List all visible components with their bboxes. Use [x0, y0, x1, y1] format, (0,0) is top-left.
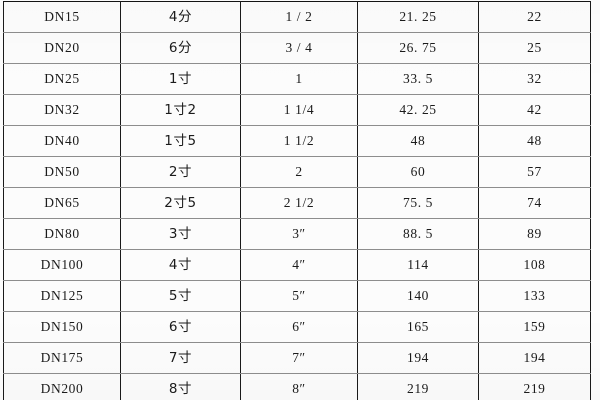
table-row: DN20 6分 3 / 4 26. 75 25 [3, 32, 591, 64]
table-cell-inch: 1 / 2 [240, 1, 358, 33]
table-cell-dn: DN50 [3, 156, 121, 188]
table-row: DN25 1寸 1 33. 5 32 [3, 63, 591, 95]
table-row: DN100 4寸 4″ 114 108 [3, 249, 591, 281]
table-row: DN80 3寸 3″ 88. 5 89 [3, 218, 591, 250]
table-cell-inch: 4″ [240, 249, 358, 281]
table-cell-outer_diameter: 194 [357, 342, 479, 374]
table-cell-inch: 2 1/2 [240, 187, 358, 219]
table-cell-outer_diameter: 26. 75 [357, 32, 479, 64]
table-cell-cn_size: 3寸 [120, 218, 241, 250]
table-cell-inch: 5″ [240, 280, 358, 312]
table-cell-dn: DN80 [3, 218, 121, 250]
table-row: DN150 6寸 6″ 165 159 [3, 311, 591, 343]
table-cell-nominal: 74 [478, 187, 591, 219]
table-cell-inch: 2 [240, 156, 358, 188]
table-cell-outer_diameter: 21. 25 [357, 1, 479, 33]
pipe-size-conversion-table: DN15 4分 1 / 2 21. 25 22 DN20 6分 3 / 4 26. 75 25 DN… [3, 1, 591, 400]
table-cell-outer_diameter: 165 [357, 311, 479, 343]
table-cell-dn: DN125 [3, 280, 121, 312]
table-cell-cn_size: 1寸2 [120, 94, 241, 126]
table-cell-inch: 1 [240, 63, 358, 95]
table-cell-outer_diameter: 88. 5 [357, 218, 479, 250]
table-cell-outer_diameter: 60 [357, 156, 479, 188]
table-cell-dn: DN20 [3, 32, 121, 64]
table-cell-outer_diameter: 140 [357, 280, 479, 312]
table-cell-nominal: 194 [478, 342, 591, 374]
table-row: DN200 8寸 8″ 219 219 [3, 373, 591, 400]
table-cell-dn: DN32 [3, 94, 121, 126]
table-cell-nominal: 159 [478, 311, 591, 343]
table-cell-cn_size: 6分 [120, 32, 241, 64]
table-body: DN15 4分 1 / 2 21. 25 22 DN20 6分 3 / 4 26. 75 25 DN… [3, 1, 591, 400]
table-cell-dn: DN200 [3, 373, 121, 400]
table-cell-outer_diameter: 114 [357, 249, 479, 281]
table-cell-cn_size: 1寸5 [120, 125, 241, 157]
table-cell-cn_size: 8寸 [120, 373, 241, 400]
table-cell-nominal: 42 [478, 94, 591, 126]
table-cell-inch: 3″ [240, 218, 358, 250]
table-cell-nominal: 89 [478, 218, 591, 250]
table-cell-cn_size: 2寸5 [120, 187, 241, 219]
table-cell-dn: DN40 [3, 125, 121, 157]
table-cell-dn: DN150 [3, 311, 121, 343]
table-row: DN125 5寸 5″ 140 133 [3, 280, 591, 312]
table-cell-nominal: 57 [478, 156, 591, 188]
table-cell-inch: 8″ [240, 373, 358, 400]
table-cell-cn_size: 5寸 [120, 280, 241, 312]
table-cell-outer_diameter: 42. 25 [357, 94, 479, 126]
table-cell-nominal: 48 [478, 125, 591, 157]
table-row: DN15 4分 1 / 2 21. 25 22 [3, 1, 591, 33]
table-cell-nominal: 22 [478, 1, 591, 33]
table-cell-cn_size: 6寸 [120, 311, 241, 343]
table-cell-inch: 7″ [240, 342, 358, 374]
table-cell-inch: 1 1/2 [240, 125, 358, 157]
table-row: DN65 2寸5 2 1/2 75. 5 74 [3, 187, 591, 219]
table-cell-cn_size: 2寸 [120, 156, 241, 188]
table-row: DN175 7寸 7″ 194 194 [3, 342, 591, 374]
table-row: DN32 1寸2 1 1/4 42. 25 42 [3, 94, 591, 126]
table-cell-dn: DN65 [3, 187, 121, 219]
table-cell-cn_size: 4分 [120, 1, 241, 33]
table-cell-nominal: 108 [478, 249, 591, 281]
table-cell-inch: 3 / 4 [240, 32, 358, 64]
table-row: DN50 2寸 2 60 57 [3, 156, 591, 188]
table-cell-dn: DN100 [3, 249, 121, 281]
table-cell-nominal: 32 [478, 63, 591, 95]
table-cell-outer_diameter: 33. 5 [357, 63, 479, 95]
table-cell-dn: DN25 [3, 63, 121, 95]
table-cell-inch: 1 1/4 [240, 94, 358, 126]
table-cell-inch: 6″ [240, 311, 358, 343]
table-cell-cn_size: 1寸 [120, 63, 241, 95]
table-cell-nominal: 133 [478, 280, 591, 312]
table-cell-nominal: 219 [478, 373, 591, 400]
table-cell-nominal: 25 [478, 32, 591, 64]
table-cell-outer_diameter: 75. 5 [357, 187, 479, 219]
table-cell-dn: DN175 [3, 342, 121, 374]
table-cell-cn_size: 4寸 [120, 249, 241, 281]
table-cell-dn: DN15 [3, 1, 121, 33]
table-row: DN40 1寸5 1 1/2 48 48 [3, 125, 591, 157]
table-cell-outer_diameter: 219 [357, 373, 479, 400]
table-cell-outer_diameter: 48 [357, 125, 479, 157]
table-cell-cn_size: 7寸 [120, 342, 241, 374]
